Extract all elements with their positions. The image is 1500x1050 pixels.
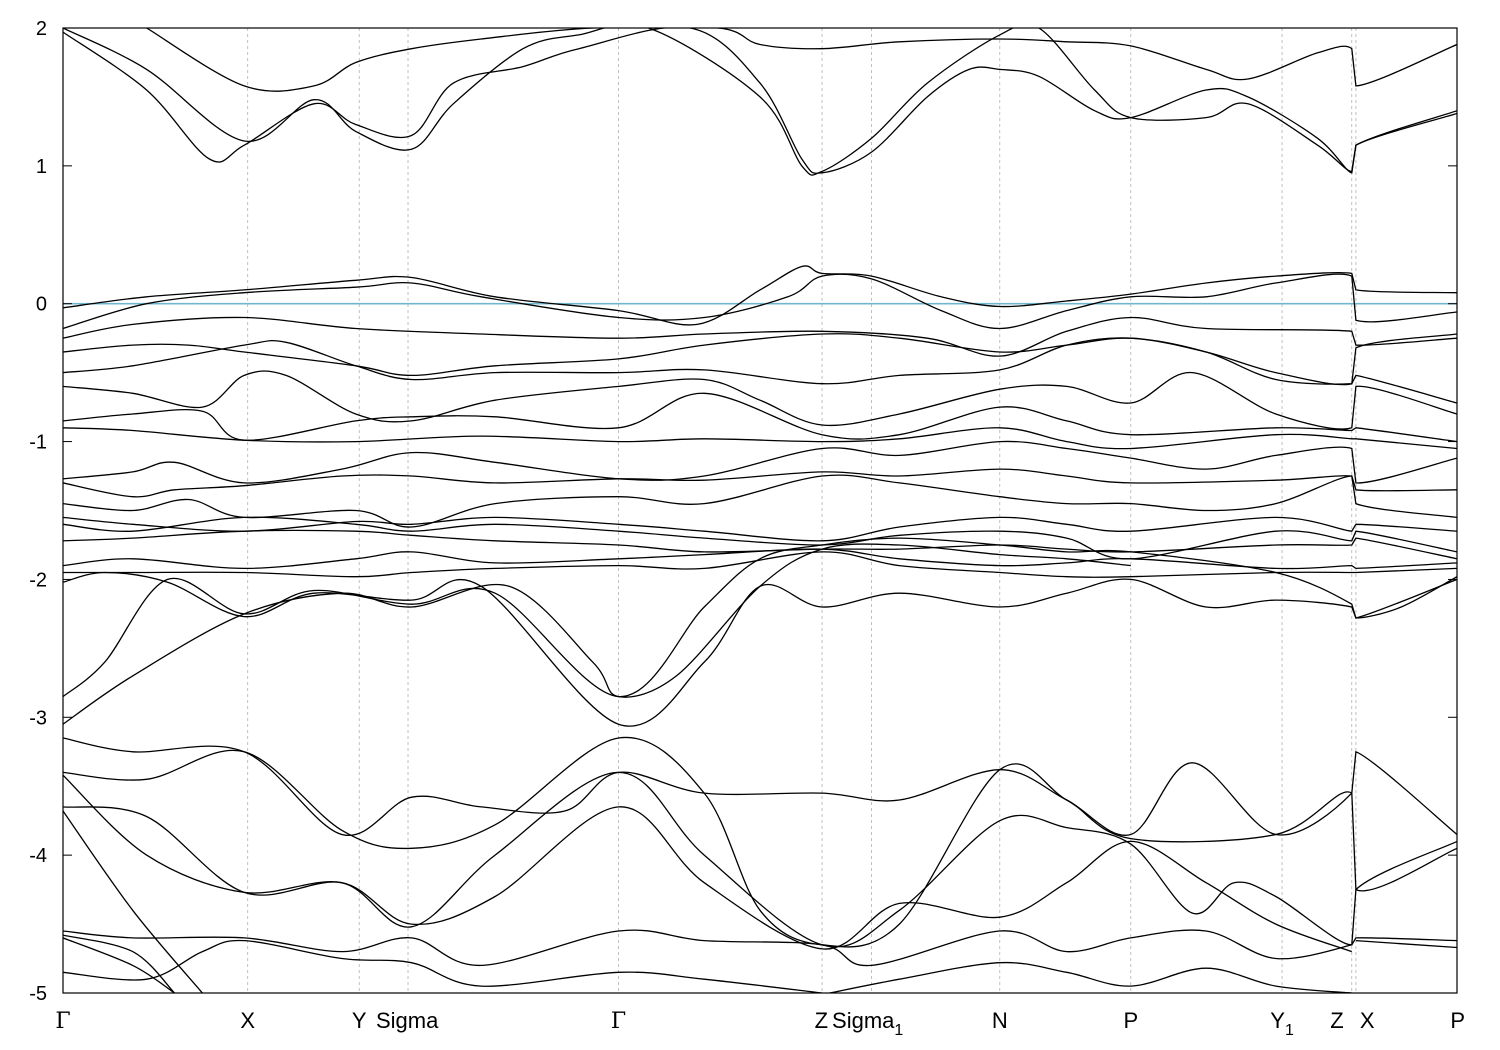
band-line bbox=[63, 529, 1457, 560]
band-line bbox=[63, 737, 1457, 837]
band-line bbox=[63, 516, 1457, 560]
band-line bbox=[146, 28, 1457, 92]
y-tick-label: 0 bbox=[36, 294, 47, 316]
y-tick-label: -2 bbox=[29, 569, 47, 591]
kpoint-label: Z bbox=[815, 1008, 828, 1033]
kpoint-label: Γ bbox=[611, 1009, 626, 1034]
band-lines bbox=[63, 28, 1457, 993]
kpoint-label: N bbox=[992, 1008, 1008, 1033]
kpoint-label: P bbox=[1123, 1008, 1138, 1033]
band-line bbox=[63, 370, 1457, 430]
kpoint-label: P bbox=[1450, 1008, 1465, 1033]
band-line bbox=[63, 571, 1457, 727]
y-tick-label: -5 bbox=[29, 983, 47, 1005]
kpoint-label: Γ bbox=[55, 1009, 70, 1034]
band-line bbox=[63, 337, 1457, 404]
band-line bbox=[63, 934, 175, 993]
plot-frame bbox=[62, 27, 1458, 994]
y-tick-label: -3 bbox=[29, 707, 47, 729]
band-line bbox=[63, 468, 1457, 498]
band-line bbox=[63, 316, 1457, 357]
x-axis-kpoint-labels: Γ X Y Sigma Γ Z Sigma1 N P Y1 Z X P bbox=[55, 1008, 1465, 1039]
band-line bbox=[63, 937, 175, 993]
kpoint-label: Sigma1 bbox=[832, 1008, 903, 1039]
band-line bbox=[63, 551, 1457, 578]
y-tick-label: 2 bbox=[36, 18, 47, 40]
kpoint-label: Y1 bbox=[1270, 1008, 1294, 1039]
y-tick-label: 1 bbox=[36, 156, 47, 178]
band-line bbox=[63, 427, 1457, 450]
y-axis-ticks: 2 1 0 -1 -2 -3 -4 -5 bbox=[29, 18, 1457, 1005]
kpoint-label: Z bbox=[1330, 1008, 1343, 1033]
band-line bbox=[829, 961, 1352, 993]
band-line bbox=[63, 440, 1457, 484]
kpoint-label: X bbox=[240, 1008, 255, 1033]
y-tick-label: -4 bbox=[29, 845, 47, 867]
band-line bbox=[63, 516, 1457, 542]
band-line bbox=[63, 265, 1457, 326]
band-line bbox=[63, 28, 1457, 176]
band-line bbox=[63, 736, 1457, 948]
band-line bbox=[63, 273, 1457, 330]
kpoint-label: X bbox=[1360, 1008, 1375, 1033]
kpoint-label: Sigma bbox=[376, 1008, 439, 1033]
band-line bbox=[63, 810, 203, 993]
band-line bbox=[63, 806, 1353, 953]
kpoint-label: Y bbox=[352, 1008, 367, 1033]
band-line bbox=[63, 333, 1457, 386]
band-line bbox=[63, 929, 1457, 967]
y-tick-label: -1 bbox=[29, 432, 47, 454]
band-line bbox=[63, 548, 1457, 570]
kpoint-gridlines bbox=[247, 28, 1357, 993]
band-line bbox=[1355, 939, 1457, 949]
band-line bbox=[63, 543, 1131, 725]
band-line bbox=[63, 28, 1457, 174]
band-line bbox=[63, 537, 1457, 698]
band-line bbox=[63, 939, 823, 993]
